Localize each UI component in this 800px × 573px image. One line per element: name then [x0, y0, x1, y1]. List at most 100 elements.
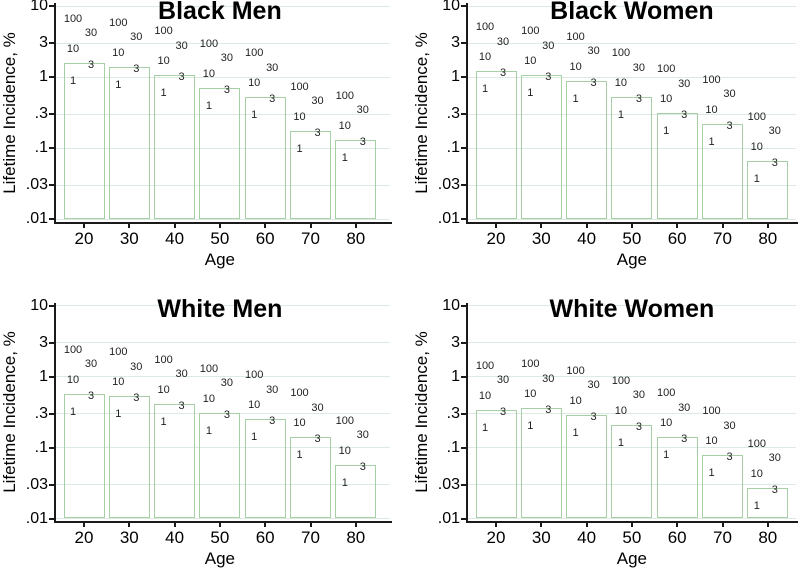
bar-annotation: 100: [702, 73, 721, 86]
bar-annotation: 100: [566, 364, 585, 377]
bar: [199, 412, 241, 519]
y-tick-label: 1: [39, 68, 48, 85]
panel-black-men: 10 3 1.3.1.03.01 100 30 10 3 1 20 100 30 10 3 1 30 100 3…: [0, 0, 400, 287]
bar: [475, 409, 517, 519]
bar-annotation: 30: [266, 383, 279, 396]
gridline: [56, 76, 390, 78]
x-tick-label: 20: [74, 528, 94, 547]
y-axis-tick: [461, 304, 466, 307]
x-axis-line: [466, 521, 798, 523]
bar-annotation: 3: [635, 420, 642, 433]
bar-annotation: 3: [269, 415, 276, 428]
bar-annotation: 1: [481, 421, 489, 434]
bar-annotation: 10: [660, 93, 673, 106]
bar-annotation: 3: [726, 451, 733, 464]
bar-annotation: 30: [542, 372, 555, 385]
y-tick-label: 3: [451, 333, 460, 351]
bar-annotation: 100: [109, 346, 128, 359]
x-axis-tick: [540, 523, 543, 527]
gridline: [468, 5, 796, 7]
bar-annotation: 30: [496, 35, 510, 48]
x-tick-label: 80: [346, 528, 366, 547]
panel-title: White Men: [157, 295, 283, 323]
bar-annotation: 30: [723, 419, 736, 432]
bar-annotation: 10: [112, 376, 125, 389]
panel-title: Black Women: [550, 0, 714, 25]
bar-annotation: 100: [566, 30, 585, 43]
panel-black-women: 10 3 1.3.1.03.01 100 30 10 3 1 20 100 30 10 3 1 30 100 3…: [400, 0, 800, 287]
bar-annotation: 10: [750, 467, 763, 480]
y-tick-label: .1: [34, 139, 48, 156]
y-axis-title: Lifetime Incidence, %: [412, 31, 431, 194]
bar-annotation: 100: [611, 47, 631, 60]
bar-annotation: 10: [293, 110, 306, 123]
bar-annotation: 3: [359, 460, 366, 473]
bar-annotation: 10: [705, 103, 718, 116]
bar-annotation: 1: [753, 172, 760, 185]
y-tick-label: .03: [437, 475, 460, 493]
x-axis-tick: [264, 223, 267, 228]
y-axis-tick: [461, 446, 466, 449]
gridline: [56, 5, 390, 7]
x-tick-label: 70: [301, 528, 320, 547]
bar-annotation: 10: [478, 51, 492, 64]
gridline: [468, 184, 796, 186]
bar-annotation: 10: [338, 119, 351, 132]
bar-annotation: 10: [750, 140, 763, 153]
bar-annotation: 3: [681, 433, 688, 446]
bar-annotation: 3: [545, 404, 552, 416]
gridline: [56, 42, 390, 44]
y-axis-line: [54, 3, 56, 222]
bar-annotation: 3: [499, 67, 507, 80]
x-tick-label: 60: [667, 228, 687, 248]
bar: [335, 139, 377, 219]
x-axis-tick: [630, 523, 633, 527]
bar-annotation: 30: [723, 88, 736, 101]
gridline: [56, 376, 390, 377]
x-tick-label: 80: [758, 228, 778, 248]
bar-annotation: 1: [663, 125, 670, 138]
y-axis-tick: [461, 483, 466, 486]
bar-annotation: 100: [154, 25, 173, 38]
y-tick-label: 10: [442, 296, 460, 314]
bar: [154, 403, 196, 519]
y-tick-label: .1: [446, 139, 460, 156]
x-axis-tick: [309, 223, 312, 228]
bar-annotation: 30: [130, 360, 143, 373]
gridline: [468, 342, 796, 344]
y-tick-label: 3: [451, 34, 460, 52]
x-tick-label: 40: [577, 528, 597, 547]
gridline: [56, 305, 390, 306]
y-axis-line: [466, 302, 468, 521]
y-axis-tick: [49, 517, 54, 520]
x-tick-label: 50: [622, 228, 642, 248]
bar-annotation: 30: [356, 104, 369, 117]
x-axis-tick: [83, 523, 85, 527]
bar-annotation: 100: [63, 12, 83, 25]
x-axis-title: Age: [616, 549, 648, 568]
bar-annotation: 1: [527, 87, 534, 100]
x-tick-label: 80: [346, 228, 366, 248]
bar-annotation: 10: [66, 42, 80, 55]
bar-annotation: 3: [178, 399, 185, 412]
x-axis-tick: [495, 523, 497, 527]
bar: [290, 437, 331, 519]
y-tick-label: 3: [39, 34, 48, 52]
y-tick-label: .01: [25, 509, 48, 527]
x-axis-tick: [495, 223, 497, 228]
bar-annotation: 100: [335, 89, 354, 102]
bar-annotation: 1: [708, 467, 715, 480]
panel-title: White Women: [549, 295, 715, 323]
bar-annotation: 100: [657, 387, 676, 400]
y-tick-label: .03: [25, 176, 48, 194]
y-tick-label: 10: [30, 296, 48, 314]
bar-annotation: 1: [572, 426, 579, 439]
bar-annotation: 10: [112, 46, 125, 59]
bar-annotation: 10: [248, 399, 261, 412]
bar-annotation: 10: [66, 373, 80, 386]
y-axis-tick: [461, 5, 466, 7]
bar-annotation: 1: [708, 135, 715, 148]
bar-annotation: 1: [115, 408, 122, 421]
bar: [702, 123, 743, 219]
